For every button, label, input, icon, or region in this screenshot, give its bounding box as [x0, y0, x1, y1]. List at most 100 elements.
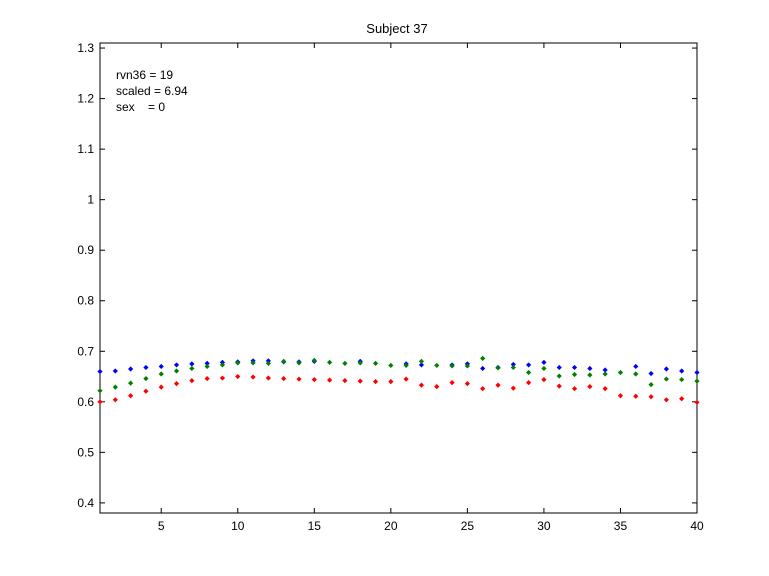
- data-point: [204, 360, 210, 367]
- data-point: [235, 360, 241, 366]
- data-point: [219, 375, 226, 381]
- data-point: [128, 366, 134, 372]
- data-point: [97, 368, 103, 375]
- data-point: [480, 365, 486, 372]
- data-point: [128, 380, 134, 386]
- data-point: [663, 397, 669, 403]
- data-point: [327, 359, 333, 365]
- tick-labels: 5 10 15 20 25 30 35 40 0.4 0.5 0.6 0.7 0.8 0.9 1 1.1 1.2…: [77, 41, 704, 533]
- data-point: [633, 393, 639, 399]
- data-point: [617, 369, 624, 376]
- x-tick-label: 10: [231, 519, 245, 533]
- y-tick-label: 1.3: [77, 41, 94, 55]
- data-point: [250, 374, 256, 380]
- data-point: [357, 378, 363, 384]
- data-point: [235, 373, 241, 380]
- data-point: [158, 363, 164, 370]
- data-point: [679, 368, 685, 374]
- data-point: [112, 397, 118, 403]
- data-point: [204, 375, 210, 382]
- data-point: [510, 361, 516, 368]
- data-point: [587, 384, 593, 390]
- annotation-line: rvn36 = 19: [116, 68, 173, 82]
- data-point: [296, 360, 302, 366]
- annotation-line: scaled = 6.94: [116, 84, 188, 98]
- data-point: [633, 363, 639, 370]
- data-point: [694, 399, 700, 405]
- data-point: [526, 369, 532, 376]
- data-point: [449, 363, 455, 369]
- data-point: [679, 396, 685, 402]
- data-point: [617, 393, 624, 399]
- data-point: [372, 379, 379, 385]
- data-point: [219, 362, 226, 368]
- annotation-line: sex = 0: [116, 100, 165, 114]
- data-point: [281, 375, 287, 382]
- y-tick-label: 1.1: [77, 142, 94, 156]
- data-point: [327, 377, 333, 383]
- data-point: [418, 358, 425, 364]
- chart-title: Subject 37: [366, 21, 427, 36]
- x-tick-label: 20: [384, 519, 398, 533]
- data-point: [388, 362, 394, 369]
- data-point: [204, 363, 210, 370]
- data-point: [189, 361, 195, 367]
- data-point: [510, 364, 516, 371]
- data-point: [587, 365, 593, 372]
- data-point: [112, 368, 118, 374]
- data-point: [495, 382, 501, 388]
- data-point: [418, 362, 425, 368]
- x-tick-label: 30: [537, 519, 551, 533]
- data-point: [648, 382, 654, 388]
- annotation-box: rvn36 = 19 scaled = 6.94 sex = 0: [116, 68, 188, 114]
- data-point: [571, 364, 578, 371]
- data-point: [311, 376, 317, 383]
- data-point: [526, 380, 532, 386]
- data-point: [372, 360, 379, 367]
- data-point: [403, 376, 409, 382]
- x-tick-label: 15: [308, 519, 322, 533]
- data-series: [97, 355, 700, 405]
- series-3: [97, 373, 700, 405]
- plot-area: [99, 42, 698, 514]
- data-point: [388, 379, 394, 385]
- data-point: [648, 394, 654, 400]
- data-point: [173, 362, 180, 368]
- data-point: [403, 362, 409, 369]
- y-tick-label: 0.6: [77, 395, 94, 409]
- data-point: [556, 383, 562, 389]
- data-point: [189, 377, 195, 384]
- data-point: [587, 372, 593, 378]
- data-point: [663, 366, 669, 372]
- data-point: [541, 365, 547, 372]
- data-point: [602, 386, 608, 392]
- data-point: [143, 375, 149, 382]
- data-point: [449, 380, 455, 386]
- data-point: [158, 371, 164, 377]
- x-tick-label: 40: [690, 519, 704, 533]
- data-point: [173, 368, 180, 374]
- data-point: [510, 385, 516, 391]
- data-point: [602, 371, 608, 377]
- data-point: [296, 376, 302, 382]
- data-point: [495, 365, 501, 371]
- y-tick-label: 0.9: [77, 243, 94, 257]
- data-point: [418, 382, 425, 388]
- data-point: [679, 376, 685, 383]
- data-point: [173, 381, 180, 387]
- x-tick-label: 5: [158, 519, 165, 533]
- x-tick-label: 35: [614, 519, 628, 533]
- data-point: [464, 381, 470, 387]
- data-point: [250, 360, 256, 366]
- series-2: [97, 355, 700, 394]
- data-point: [143, 388, 149, 394]
- y-tick-label: 1.2: [77, 92, 94, 106]
- data-point: [602, 367, 608, 373]
- y-tick-label: 0.4: [77, 496, 94, 510]
- data-point: [541, 376, 547, 383]
- data-point: [97, 399, 103, 405]
- data-point: [694, 378, 700, 384]
- data-point: [571, 371, 578, 378]
- data-point: [112, 384, 118, 390]
